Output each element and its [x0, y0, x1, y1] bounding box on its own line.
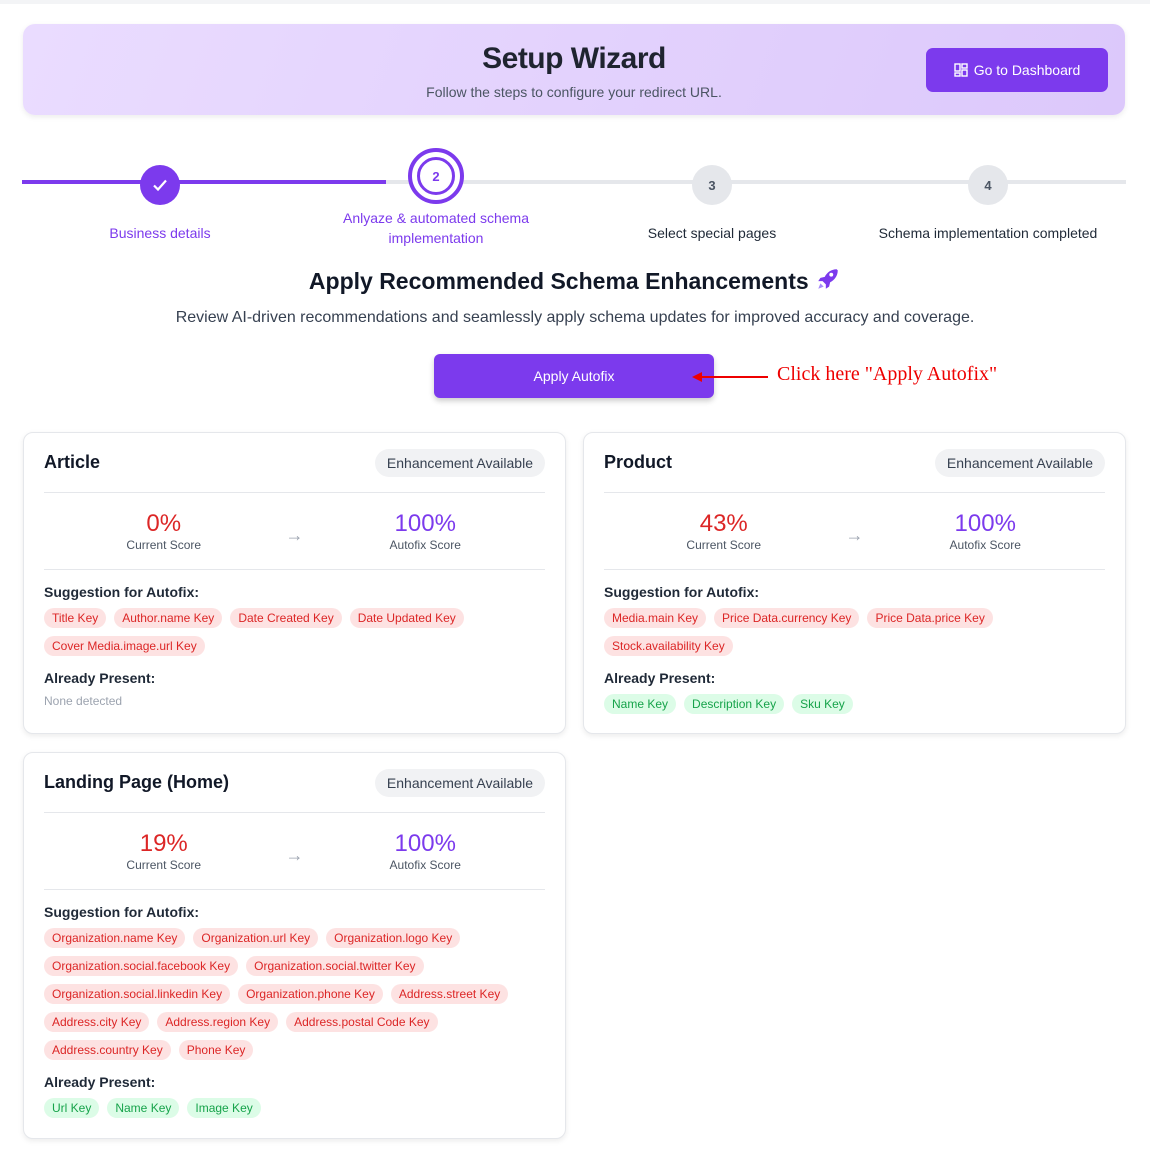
present-tag: Name Key — [107, 1098, 180, 1118]
page-subtitle: Follow the steps to configure your redir… — [426, 84, 722, 100]
score-row: 0% Current Score → 100% Autofix Score — [44, 493, 545, 570]
current-score-label: Current Score — [126, 858, 202, 872]
suggestion-tag: Phone Key — [178, 1040, 254, 1060]
annotation-text: Click here "Apply Autofix" — [777, 363, 998, 385]
suggestion-tag: Address.postal Code Key — [286, 1012, 438, 1032]
current-score: 19% — [139, 830, 188, 857]
present-tag: Url Key — [44, 1098, 100, 1118]
suggestion-tag: Price Data.currency Key — [714, 608, 860, 628]
schema-card: Product Enhancement Available 43% Current … — [583, 432, 1126, 734]
step-label: Select special pages — [647, 225, 777, 241]
card-header: Product Enhancement Available — [604, 433, 1105, 493]
current-score: 43% — [699, 510, 748, 537]
suggestion-tag: Date Updated Key — [349, 608, 464, 628]
current-score: 0% — [146, 510, 182, 537]
suggestion-tag: Organization.phone Key — [238, 984, 383, 1004]
score-row: 19% Current Score → 100% Autofix Score — [44, 813, 545, 890]
present-tag: Name Key — [604, 694, 677, 714]
page-title: Setup Wizard — [482, 42, 666, 75]
arrow-right-icon: → — [845, 524, 864, 545]
progress-line-done — [22, 180, 386, 184]
autofix-score-label: Autofix Score — [389, 538, 461, 552]
section-title-text: Apply Recommended Schema Enhancements — [308, 268, 809, 294]
schema-card: Landing Page (Home) Enhancement Available… — [23, 752, 566, 1139]
score-row: 43% Current Score → 100% Autofix Score — [604, 493, 1105, 570]
present-heading: Already Present: — [604, 670, 716, 686]
status-badge: Enhancement Available — [374, 448, 545, 477]
present-heading: Already Present: — [44, 670, 156, 686]
present-heading: Already Present: — [44, 1074, 156, 1090]
status-badge: Enhancement Available — [934, 448, 1105, 477]
schema-card: Article Enhancement Available 0% Current S… — [23, 432, 566, 734]
step-number: 4 — [968, 165, 1008, 205]
current-score-label: Current Score — [126, 538, 202, 552]
step-number: 3 — [692, 165, 732, 205]
present-tag: Sku Key — [792, 694, 853, 714]
suggestion-tag: Address.city Key — [44, 1012, 150, 1032]
card-header: Landing Page (Home) Enhancement Available — [44, 753, 545, 813]
step-label: Anlyaze & automated schema implementatio… — [343, 210, 529, 246]
progress-line-pending — [386, 180, 1126, 184]
suggestion-tag: Address.region Key — [157, 1012, 279, 1032]
suggestion-tag: Title Key — [44, 608, 107, 628]
suggestion-tag: Organization.social.linkedin Key — [44, 984, 231, 1004]
section-subtitle: Review AI-driven recommendations and sea… — [175, 309, 975, 326]
autofix-score-label: Autofix Score — [949, 538, 1021, 552]
suggestion-tag: Price Data.price Key — [867, 608, 993, 628]
suggestion-tag: Organization.url Key — [193, 928, 319, 948]
suggestion-tag: Date Created Key — [230, 608, 342, 628]
step-4[interactable]: 4 Schema implementation completed — [868, 165, 1108, 243]
card-title: Product — [604, 452, 673, 472]
step-3[interactable]: 3 Select special pages — [592, 165, 832, 243]
current-score-label: Current Score — [686, 538, 762, 552]
apply-autofix-button[interactable]: Apply Autofix — [434, 354, 714, 398]
dashboard-icon — [953, 63, 968, 77]
card-header: Article Enhancement Available — [44, 433, 545, 493]
suggestion-tag: Organization.social.twitter Key — [246, 956, 424, 976]
autofix-score: 100% — [954, 510, 1016, 537]
step-label: Business details — [109, 225, 211, 241]
suggestion-tag: Organization.name Key — [44, 928, 186, 948]
card-title: Landing Page (Home) — [44, 772, 230, 792]
step-circle: 2 — [408, 148, 464, 204]
suggestion-tag: Address.street Key — [390, 984, 509, 1004]
suggestion-tag: Media.main Key — [604, 608, 707, 628]
arrow-right-icon: → — [285, 524, 304, 545]
top-bar — [0, 0, 1150, 4]
stepper: Business details 2 Anlyaze & automated s… — [22, 148, 1126, 250]
step-number: 2 — [417, 157, 455, 195]
rocket-icon — [818, 269, 838, 289]
suggestion-tag: Author.name Key — [114, 608, 223, 628]
suggestion-tag: Cover Media.image.url Key — [44, 636, 205, 656]
suggestion-tag: Stock.availability Key — [604, 636, 733, 656]
check-icon — [140, 165, 180, 205]
suggestion-tag: Organization.social.facebook Key — [44, 956, 239, 976]
annotation-arrow-icon — [692, 372, 768, 382]
suggestion-heading: Suggestion for Autofix: — [604, 584, 760, 600]
dashboard-label: Go to Dashboard — [973, 62, 1081, 78]
arrow-right-icon: → — [285, 844, 304, 865]
section-title: Apply Recommended Schema Enhancements — [0, 266, 1150, 295]
status-badge: Enhancement Available — [374, 768, 545, 797]
present-tag: Description Key — [684, 694, 785, 714]
present-tag: Image Key — [187, 1098, 261, 1118]
autofix-score: 100% — [394, 510, 456, 537]
suggestion-tag: Address.country Key — [44, 1040, 171, 1060]
autofix-score-label: Autofix Score — [389, 858, 461, 872]
step-label: Schema implementation completed — [878, 225, 1098, 241]
card-title: Article — [44, 452, 101, 472]
step-1[interactable]: Business details — [40, 165, 280, 243]
none-detected: None detected — [44, 694, 123, 708]
suggestion-tag: Organization.logo Key — [326, 928, 461, 948]
go-to-dashboard-button[interactable]: Go to Dashboard — [926, 48, 1108, 92]
step-2[interactable]: 2 Anlyaze & automated schema implementat… — [316, 148, 556, 248]
suggestion-heading: Suggestion for Autofix: — [44, 584, 200, 600]
autofix-score: 100% — [394, 830, 456, 857]
suggestion-heading: Suggestion for Autofix: — [44, 904, 200, 920]
wizard-header: Setup Wizard Follow the steps to configu… — [23, 24, 1125, 115]
